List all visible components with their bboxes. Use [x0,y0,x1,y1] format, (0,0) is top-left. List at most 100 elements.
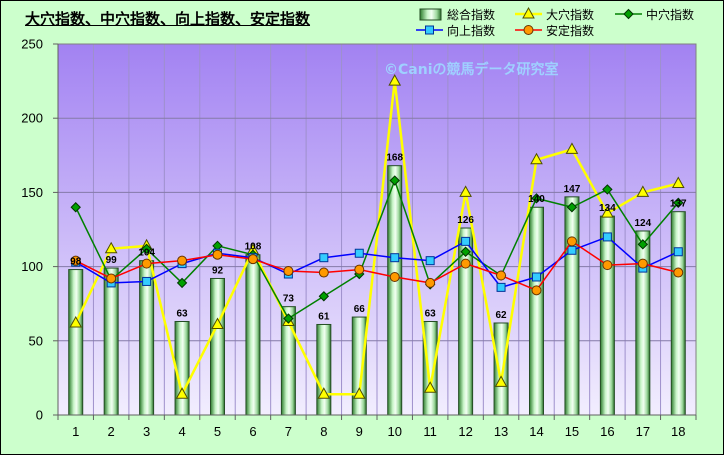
x-tick-label: 14 [529,424,543,439]
x-tick-label: 15 [565,424,579,439]
x-tick-label: 5 [214,424,221,439]
bar-total-index-18 [670,211,686,416]
point-improvement-index-14 [532,272,541,282]
y-tick-label: 250 [21,37,43,52]
bar-total-index-5 [210,277,225,416]
line-stability-index [75,240,679,292]
x-tick-label: 3 [143,424,150,439]
watermark-text: ©Caniの競馬データ研究室 [384,61,559,78]
point-stability-index-18 [673,267,684,278]
data-label-total-index-5: 92 [212,265,224,276]
data-label-total-index-1: 98 [70,257,82,268]
line-improvement-index [75,236,679,289]
line-series [69,74,685,399]
x-tick-label: 7 [285,424,292,439]
point-mid-upset-index-18 [673,197,684,208]
point-stability-index-15 [566,236,577,247]
point-big-upset-index-18 [671,176,685,188]
legend-item-total-index: 総合指数 [419,7,495,22]
data-label-total-index-15: 147 [564,184,581,195]
point-big-upset-index-14 [530,152,543,165]
point-improvement-index-18 [673,247,683,257]
x-tick-label: 2 [108,424,115,439]
point-stability-index-17 [637,258,648,269]
x-tick-label: 11 [423,424,437,439]
data-label-total-index-2: 99 [106,255,118,266]
point-big-upset-index-17 [636,185,650,197]
point-mid-upset-index-17 [637,239,649,250]
legend-label: 総合指数 [447,7,495,22]
series-stability-index [70,236,684,296]
legend-item-mid-upset-index: 中穴指数 [615,7,694,22]
point-big-upset-index-5 [211,317,224,329]
bar-total-index-16 [599,215,615,416]
point-mid-upset-index-16 [602,184,613,195]
line-big-upset-index [74,79,679,396]
x-tick-label: 13 [494,424,508,439]
data-label-total-index-18: 137 [670,199,687,210]
legend: 総合指数 大穴指数 中穴指数 向上指数 安定指数 [416,6,694,38]
legend-item-big-upset-index: 大穴指数 [515,6,594,22]
point-stability-index-5 [212,249,223,260]
point-mid-upset-index-8 [318,291,330,302]
point-improvement-index-11 [425,256,435,266]
point-big-upset-index-11 [423,381,437,393]
point-improvement-index-8 [319,253,329,263]
data-label-total-index-12: 126 [457,215,474,226]
x-tick-label: 4 [178,424,185,439]
circle-marker-icon [523,25,534,35]
legend-label: 向上指数 [447,23,495,38]
point-big-upset-index-4 [175,387,189,399]
point-stability-index-2 [106,273,117,284]
point-improvement-index-13 [496,282,506,292]
x-tick-label: 18 [671,424,685,439]
data-label-total-index-13: 62 [495,310,507,321]
bar-total-index-14 [529,206,544,416]
bar-total-index-9 [351,316,367,416]
point-stability-index-13 [496,270,507,281]
point-mid-upset-index-14 [531,193,542,204]
point-big-upset-index-8 [317,387,331,399]
point-stability-index-1 [70,255,81,266]
x-tick-label: 9 [356,424,363,439]
point-big-upset-index-10 [388,74,402,86]
bar-total-index-15 [564,196,580,416]
legend-item-stability-index: 安定指数 [515,23,594,38]
point-mid-upset-index-10 [389,175,400,186]
point-stability-index-12 [460,258,471,269]
point-big-upset-index-1 [69,315,83,328]
point-mid-upset-index-12 [460,246,471,257]
point-mid-upset-index-15 [566,202,578,213]
legend-label: 大穴指数 [546,7,594,22]
legend-item-improvement-index: 向上指数 [416,23,495,38]
data-label-total-index-6: 108 [245,242,262,253]
line-mid-upset-index [75,179,679,320]
point-big-upset-index-13 [494,375,508,387]
point-improvement-index-3 [142,276,152,286]
bar-total-index-1 [68,269,84,416]
bar-total-index-4 [174,321,190,416]
legend-label: 安定指数 [546,23,594,38]
data-label-total-index-3: 104 [138,248,155,259]
point-stability-index-16 [602,260,613,271]
point-stability-index-8 [318,267,329,278]
y-tick-label: 200 [21,111,43,126]
bar-total-index-13 [493,322,509,416]
data-label-total-index-10: 168 [386,153,403,164]
data-label-total-index-14: 140 [528,194,545,205]
diamond-marker-icon [623,8,634,20]
data-label-total-index-16: 134 [599,203,616,214]
bar-total-index-2 [103,267,119,416]
bar-total-index-17 [635,230,651,416]
x-tick-label: 12 [458,424,472,439]
triangle-marker-icon [522,6,535,19]
point-improvement-index-15 [567,245,577,255]
data-label-total-index-11: 63 [425,309,437,320]
x-tick-label: 10 [387,424,401,439]
legend-label: 中穴指数 [646,7,694,22]
x-tick-label: 1 [72,424,79,439]
point-mid-upset-index-3 [141,243,152,254]
